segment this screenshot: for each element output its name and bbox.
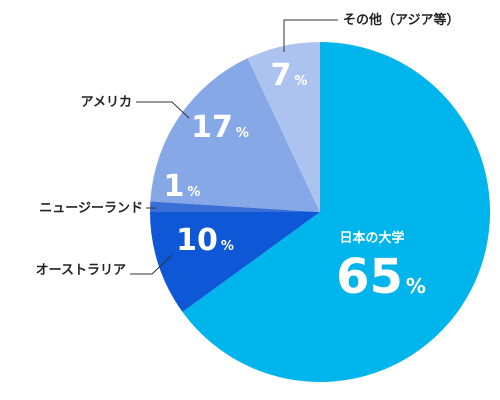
pie-slices bbox=[150, 42, 491, 383]
slice-name-label: ニュージーランド bbox=[39, 201, 143, 216]
leader-lines bbox=[130, 19, 338, 275]
pie-labels: 65 % 日本の大学 10 % オーストラリア 1 % ニュージーランド 17 % アメリカ 7 % その他… bbox=[36, 12, 460, 305]
slice-value-label: 65% bbox=[336, 249, 426, 305]
pie-slice bbox=[150, 201, 320, 212]
slice-name-label: 日本の大学 bbox=[339, 230, 404, 246]
leader-line bbox=[130, 254, 173, 275]
pie-slice bbox=[182, 42, 491, 383]
slice-value-label: 1% bbox=[164, 169, 201, 204]
slice-name-label: オーストラリア bbox=[36, 263, 126, 278]
slice-name-label: その他（アジア等） bbox=[343, 12, 459, 28]
pie-slice bbox=[247, 42, 320, 212]
slice-value-label: 17% bbox=[191, 110, 249, 145]
leader-line bbox=[136, 101, 190, 119]
slice-value-label: 7% bbox=[271, 58, 308, 93]
slice-name-label: アメリカ bbox=[81, 95, 132, 110]
leader-line bbox=[283, 19, 338, 52]
pie-slice bbox=[150, 212, 320, 312]
pie-slice bbox=[150, 58, 320, 213]
slice-value-label: 10% bbox=[176, 223, 234, 258]
